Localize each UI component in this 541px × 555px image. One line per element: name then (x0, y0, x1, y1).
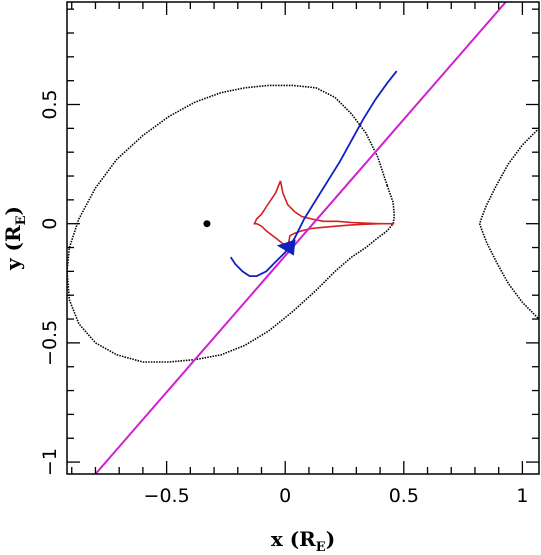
series-critical-curve-right (478, 127, 539, 320)
series-caustic (253, 180, 395, 249)
series-trajectory (229, 70, 398, 278)
trajectory-arrow (276, 239, 296, 256)
x-tick-label: 0.5 (389, 485, 419, 507)
y-axis-title: y (RE) (1, 206, 29, 271)
tick-labels: −0.5 0 0.5 1 −1 −0.5 0 0.5 (39, 89, 528, 507)
plot-frame (66, 1, 540, 475)
lens-point (203, 220, 211, 228)
x-tick-label: 0 (279, 485, 291, 507)
y-tick-label: 0.5 (39, 89, 61, 119)
series-critical-curve-left (67, 84, 396, 363)
series-source-line (94, 2, 507, 474)
axis-ticks (67, 2, 539, 474)
x-tick-label: 1 (516, 485, 528, 507)
x-axis-title: x (RE) (271, 527, 335, 555)
x-tick-label: −0.5 (144, 485, 190, 507)
y-tick-label: 0 (39, 218, 61, 230)
plot-marks (67, 2, 539, 474)
y-tick-label: −0.5 (39, 320, 61, 366)
y-tick-label: −1 (39, 448, 61, 476)
